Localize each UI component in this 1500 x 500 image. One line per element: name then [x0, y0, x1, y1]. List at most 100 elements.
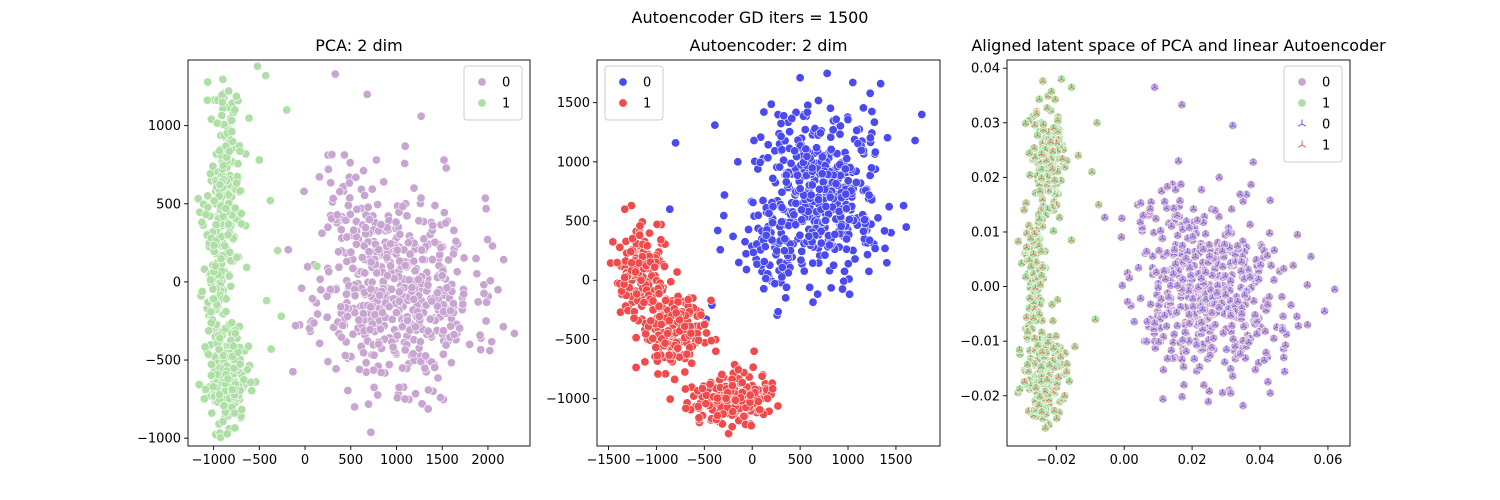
data-point-series-0 [328, 194, 338, 204]
data-point-series-0 [326, 178, 336, 188]
data-point-series-1 [635, 221, 645, 231]
data-point-series-0 [357, 253, 367, 263]
data-point-series-0 [350, 291, 360, 301]
data-point-series-0 [813, 289, 823, 299]
data-point-series-0 [385, 239, 395, 249]
data-point-series-0 [414, 216, 424, 226]
data-point-series-1 [629, 313, 639, 323]
data-point-series-0 [768, 202, 778, 212]
data-point-series-0 [865, 235, 875, 245]
data-point-series-1 [227, 318, 237, 328]
data-point-series-0 [421, 351, 431, 361]
data-point-series-1 [706, 336, 716, 346]
points [606, 68, 927, 439]
data-point-series-0 [777, 203, 787, 213]
data-point-series-0 [781, 282, 791, 292]
data-point-series-1 [728, 407, 738, 417]
data-point-series-1 [639, 298, 649, 308]
data-point-series-0 [418, 254, 428, 264]
x-tick-label: 0 [748, 453, 756, 468]
data-point-series-0 [372, 268, 382, 278]
data-point-series-0 [331, 364, 341, 374]
data-point-series-0 [812, 143, 822, 153]
data-point-series-0 [397, 363, 407, 373]
data-point-series-0 [299, 186, 309, 196]
data-point-series-1 [215, 180, 225, 190]
data-point-series-0 [807, 180, 817, 190]
data-point-series-0 [415, 337, 425, 347]
legend-marker [1297, 98, 1307, 108]
data-point-series-1 [218, 160, 228, 170]
data-point-series-1 [218, 417, 228, 427]
data-point-series-0 [423, 385, 433, 395]
data-point-series-0 [488, 241, 498, 251]
data-point-series-0 [335, 187, 345, 197]
data-point-series-0 [870, 147, 880, 157]
data-point-series-0 [417, 245, 427, 255]
data-point-series-0 [852, 125, 862, 135]
data-point-series-0 [867, 163, 877, 173]
legend-box [1283, 65, 1343, 163]
data-point-series-1 [683, 295, 693, 305]
data-point-series-1 [218, 74, 228, 84]
data-point-series-0 [791, 220, 801, 230]
data-point-series-0 [409, 183, 419, 193]
data-point-series-0 [487, 337, 497, 347]
data-point-series-1 [228, 341, 238, 351]
data-point-series-0 [373, 390, 383, 400]
y-tick-label: 0.04 [971, 62, 1000, 77]
data-point-series-1 [746, 421, 756, 431]
data-point-series-1 [209, 294, 219, 304]
data-point-series-0 [360, 268, 370, 278]
data-point-series-0 [791, 107, 801, 117]
data-point-series-0 [759, 284, 769, 294]
data-point-series-0 [384, 302, 394, 312]
data-point-series-0 [867, 107, 877, 117]
data-point-series-0 [845, 289, 855, 299]
data-point-series-1 [225, 247, 235, 257]
data-point-series-1 [246, 377, 256, 387]
data-point-series-0 [471, 253, 481, 263]
data-point-series-1 [687, 358, 697, 368]
data-point-series-0 [475, 330, 485, 340]
data-point-series-0 [830, 229, 840, 239]
data-point-series-1 [193, 194, 203, 204]
data-point-series-1 [672, 267, 682, 277]
data-point-series-0 [404, 275, 414, 285]
data-point-series-0 [863, 250, 873, 260]
data-point-series-0 [884, 202, 894, 212]
data-point-series-0 [860, 215, 870, 225]
data-point-series-0 [710, 120, 720, 130]
data-point-series-1 [706, 295, 716, 305]
data-point-series-1 [712, 411, 722, 421]
data-point-series-0 [761, 230, 771, 240]
data-point-series-1 [235, 186, 245, 196]
data-point-series-0 [821, 202, 831, 212]
data-point-series-0 [480, 193, 490, 203]
data-point-series-0 [439, 155, 449, 165]
data-point-series-1 [654, 301, 664, 311]
data-point-series-1 [635, 230, 645, 240]
data-point-series-0 [303, 262, 313, 272]
data-point-series-1 [724, 429, 734, 439]
data-point-series-1 [232, 252, 242, 262]
data-point-series-1 [627, 258, 637, 268]
data-point-series-0 [836, 221, 846, 231]
y-tick-label: 1500 [557, 96, 590, 111]
data-point-series-0 [364, 247, 374, 257]
data-point-series-1 [208, 161, 218, 171]
data-point-series-0 [499, 255, 509, 265]
data-point-series-1 [648, 296, 658, 306]
data-point-series-0 [400, 394, 410, 404]
data-point-series-0 [713, 226, 723, 236]
data-point-series-1 [757, 371, 767, 381]
data-point-series-0 [411, 322, 421, 332]
x-tick-label: 1000 [831, 453, 864, 468]
data-point-overlay-0 [1215, 173, 1223, 180]
data-point-series-0 [400, 345, 410, 355]
data-point-series-0 [797, 205, 807, 215]
data-point-series-1 [221, 203, 231, 213]
data-point-series-0 [783, 268, 793, 278]
data-point-overlay-0 [1158, 187, 1165, 194]
legend-label: 0 [643, 76, 651, 91]
